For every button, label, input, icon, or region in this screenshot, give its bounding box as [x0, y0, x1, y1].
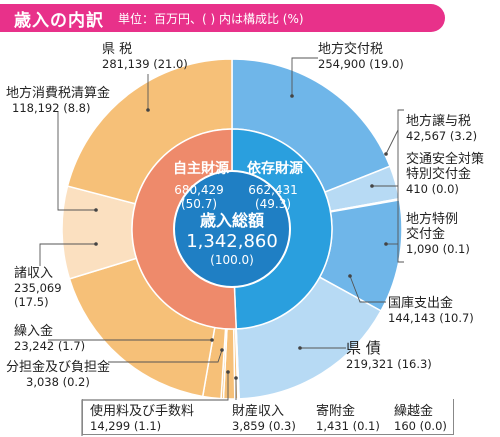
bottom-label-frame [82, 399, 454, 435]
leader-dot-8 [384, 242, 388, 246]
leader-dot-5 [220, 348, 224, 352]
inner-label-dep: 依存財源 [247, 161, 303, 177]
leader-dot-9 [348, 274, 352, 278]
leader-chiho-kofuzei [291, 57, 318, 96]
inner-value-dep: 662,431 (49.3) [248, 183, 298, 211]
label-kurikoshikin: 繰越金 160 (0.0) [394, 404, 447, 433]
leader-dot-2 [94, 208, 98, 212]
label-shiyoryo: 使用料及び手数料 14,299 (1.1) [90, 404, 195, 433]
leader-dot-4 [210, 338, 214, 342]
label-chiho-shohizei: 地方消費税清算金 118,192 (8.8) [6, 86, 111, 115]
leader-dot-12 [234, 376, 238, 380]
label-kokko-shishutsukin: 国庫支出金 144,143 (10.7) [388, 296, 474, 325]
label-chiho-kofuzei: 地方交付税 254,900 (19.0) [318, 42, 404, 71]
label-chiho-joyozei: 地方譲与税 42,567 (3.2) [406, 114, 478, 143]
label-buntankin: 分担金及び負担金 3,038 (0.2) [6, 360, 111, 389]
leader-kokko [349, 275, 386, 303]
leader-dot-1 [146, 108, 150, 112]
inner-value-own: 680,429 (50.7) [174, 183, 224, 211]
label-kifukin: 寄附金 1,431 (0.1) [316, 404, 380, 433]
leader-joyozei [385, 129, 399, 155]
leader-dot-6 [384, 152, 388, 156]
label-chiho-tokurei: 地方特例 交付金 1,090 (0.1) [406, 212, 470, 256]
leader-buntankin [108, 349, 223, 363]
unit-note: 単位：百万円、( ) 内は構成比 (%) [118, 11, 304, 26]
inner-label-own: 自主財源 [173, 161, 229, 177]
label-shoshunyu: 諸収入 235,069 (17.5) [14, 266, 62, 309]
label-kurirekin: 繰入金 23,242 (1.7) [14, 324, 86, 353]
leader-dot-11 [226, 370, 230, 374]
leader-dot-10 [298, 346, 302, 350]
label-zaisan: 財産収入 3,859 (0.3) [232, 404, 296, 433]
leader-shoshunyu [39, 243, 96, 266]
chart-title: 歳入の内訳 [14, 10, 104, 31]
label-kotsu-anzen: 交通安全対策 特別交付金 410 (0.0) [406, 152, 485, 196]
leader-chiho-shohizei [57, 112, 96, 211]
label-kensai: 県 債 219,321 (16.3) [346, 339, 432, 372]
leader-dot-3 [94, 242, 98, 246]
total-label: 歳入総額 1,342,860 (100.0) [186, 211, 278, 267]
leader-dot-0 [290, 94, 294, 98]
label-kenzei: 県 税 281,139 (21.0) [102, 42, 188, 71]
center-disc [173, 170, 291, 288]
title-banner: 歳入の内訳 単位：百万円、( ) 内は構成比 (%) [0, 4, 445, 32]
leader-dot-7 [370, 184, 374, 188]
